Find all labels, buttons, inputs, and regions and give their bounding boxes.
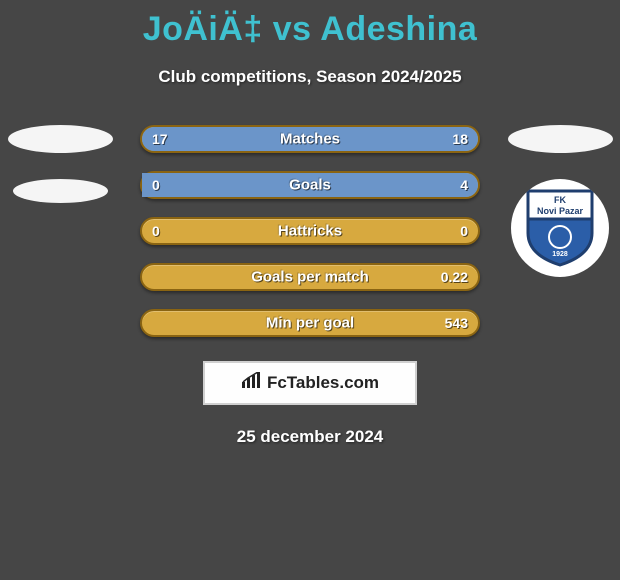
stat-gpm: Goals per match 0.22: [140, 263, 480, 291]
stats-area: FK Novi Pazar 1928 17 Matches 18 0 Goals…: [0, 125, 620, 337]
val-right: 0: [460, 223, 468, 239]
stat-hattricks: 0 Hattricks 0: [140, 217, 480, 245]
player-right-col: FK Novi Pazar 1928: [500, 125, 620, 277]
val-right: 543: [445, 315, 468, 331]
page-title: JoÄiÄ‡ vs Adeshina: [0, 0, 620, 49]
badge-name: Novi Pazar: [537, 206, 584, 216]
stat-label: Min per goal: [266, 315, 354, 332]
val-left: 17: [152, 131, 168, 147]
shield-icon: FK Novi Pazar 1928: [524, 189, 596, 267]
val-right: 18: [452, 131, 468, 147]
stat-label: Hattricks: [278, 223, 342, 240]
val-right: 4: [460, 177, 468, 193]
badge-year: 1928: [552, 251, 568, 258]
avatar-placeholder: [8, 125, 113, 153]
val-left: 0: [152, 223, 160, 239]
stat-goals: 0 Goals 4: [140, 171, 480, 199]
subtitle: Club competitions, Season 2024/2025: [0, 67, 620, 87]
avatar-placeholder: [508, 125, 613, 153]
stat-label: Matches: [280, 131, 340, 148]
badge-fk: FK: [554, 195, 566, 205]
stat-label: Goals per match: [251, 269, 369, 286]
date-line: 25 december 2024: [0, 427, 620, 447]
val-right: 0.22: [441, 269, 468, 285]
stat-bars: 17 Matches 18 0 Goals 4 0 Hattricks 0 Go…: [140, 125, 480, 337]
stat-mpg: Min per goal 543: [140, 309, 480, 337]
stat-label: Goals: [289, 177, 331, 194]
player-left-col: [0, 125, 120, 229]
club-badge: FK Novi Pazar 1928: [511, 179, 609, 277]
chart-icon: [241, 372, 263, 395]
footer-brand-text: FcTables.com: [267, 373, 379, 393]
val-left: 0: [152, 177, 160, 193]
club-placeholder: [13, 179, 108, 203]
footer-brand-box[interactable]: FcTables.com: [203, 361, 417, 405]
stat-matches: 17 Matches 18: [140, 125, 480, 153]
